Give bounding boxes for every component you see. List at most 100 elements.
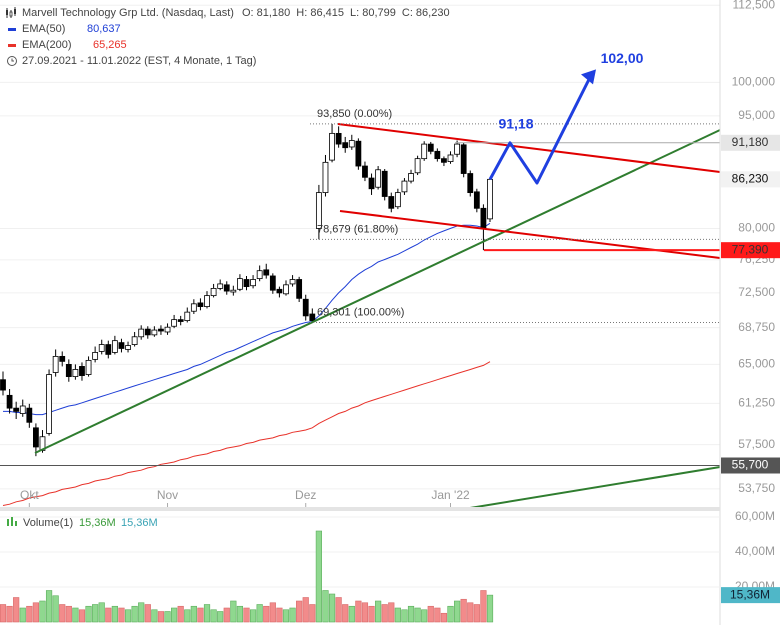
y-tick-label: 100,000 (732, 75, 776, 89)
volume-bar (230, 600, 237, 623)
y-tick-label: 61,250 (738, 395, 775, 409)
candle-body (190, 303, 197, 312)
icon (15, 521, 17, 526)
volume-bar (361, 602, 369, 623)
volume-bar (414, 607, 421, 623)
candle-body (151, 329, 158, 336)
volume-bar (296, 600, 303, 623)
candle-body (210, 288, 217, 297)
candle-body (217, 283, 224, 289)
volume-bar (407, 605, 415, 623)
candle-body (26, 407, 33, 423)
candle-body (447, 154, 454, 162)
volume-bar (151, 609, 158, 623)
fib-label: 78,679 (61.80%) (317, 223, 398, 235)
y-tick-label: 65,000 (738, 357, 775, 371)
icon (14, 9, 16, 14)
grid (0, 4, 720, 490)
candle-body (19, 405, 26, 414)
candle-body (394, 192, 401, 208)
projection-label: 91,18 (498, 116, 533, 132)
candle-body (138, 328, 145, 338)
candle-body (105, 344, 112, 355)
candle-body (171, 319, 178, 327)
trend-line (34, 129, 721, 454)
candle-body (256, 270, 263, 280)
fib-label: 69,301 (100.00%) (317, 306, 404, 318)
candle-body (302, 298, 309, 317)
volume-bar (388, 602, 395, 623)
volume-bar (434, 607, 441, 623)
volume-bar (394, 607, 401, 623)
x-tick-label: Jan '22 (431, 488, 470, 502)
candle-body (322, 161, 329, 194)
candle-body (296, 279, 303, 299)
candle-body (177, 319, 184, 322)
candle-body (111, 340, 118, 353)
volume-bar (335, 597, 342, 623)
candle-body (454, 143, 460, 155)
volume-bar (105, 607, 112, 623)
volume-bar (256, 604, 263, 623)
volume-bar (473, 604, 480, 623)
ema-lines (2, 222, 491, 506)
volume-bar (322, 590, 329, 623)
volume-bar (131, 605, 138, 623)
price-marker-label: 55,700 (732, 458, 769, 472)
volume-bar (276, 607, 283, 623)
annotations: 93,850 (0.00%) 78,679 (61.80%) 69,301 (100… (0, 50, 720, 467)
volume-bar (92, 604, 99, 623)
volume-icon (7, 517, 17, 526)
candle-body (59, 355, 66, 362)
candle-body (158, 328, 164, 332)
candle-body (263, 269, 270, 276)
volume-bar (171, 607, 178, 623)
icon (9, 11, 13, 17)
candle-body (342, 142, 349, 149)
volume-bar (59, 604, 66, 623)
title: Marvell Technology Grp Ltd. (Nasdaq, Las… (22, 7, 234, 19)
price-marker-label: 77,390 (732, 242, 769, 256)
y-tick-label: 95,000 (738, 108, 775, 122)
candle-body (480, 207, 487, 229)
volume-legend-value: 15,36M (121, 517, 158, 529)
candle-body (46, 374, 52, 434)
candle-body (118, 342, 125, 349)
volume-bar (427, 605, 434, 623)
candle-body (125, 345, 131, 350)
price-marker (721, 457, 780, 474)
volume-bar (144, 604, 151, 623)
value-marker (721, 587, 780, 604)
ema-line (3, 222, 491, 416)
candle-body (289, 279, 296, 285)
candle-body (441, 158, 447, 163)
volume-bar (190, 605, 197, 623)
volume-bar (381, 604, 388, 623)
candle-body (144, 328, 151, 336)
volume-bar (197, 607, 204, 623)
candle-body (388, 196, 395, 209)
price-marker-label: 86,230 (732, 172, 769, 186)
candles (0, 123, 493, 457)
ema-line (2, 361, 491, 506)
volume-bar (328, 593, 336, 623)
volume-bar (263, 605, 270, 623)
x-tick-label: Okt (20, 488, 39, 502)
candle-body (98, 344, 105, 352)
y-tick-label: 112,500 (733, 0, 776, 11)
candle-body (427, 143, 434, 152)
volume-legend-label: Volume(1) (23, 517, 73, 529)
candle-body (164, 326, 171, 333)
volume-bar (401, 609, 408, 623)
volume-bar (177, 605, 184, 623)
icon (11, 517, 13, 526)
candle-body (85, 359, 92, 375)
projection-arrowhead (581, 69, 596, 85)
y-tick-label: 68,750 (738, 320, 775, 334)
ohlc-label: C: 86,230 (402, 7, 450, 19)
candle-body (408, 173, 414, 182)
volume-bar (65, 605, 72, 623)
price-marker (721, 134, 780, 151)
legend-label: EMA(50) (22, 23, 65, 35)
candle-body (348, 140, 355, 148)
